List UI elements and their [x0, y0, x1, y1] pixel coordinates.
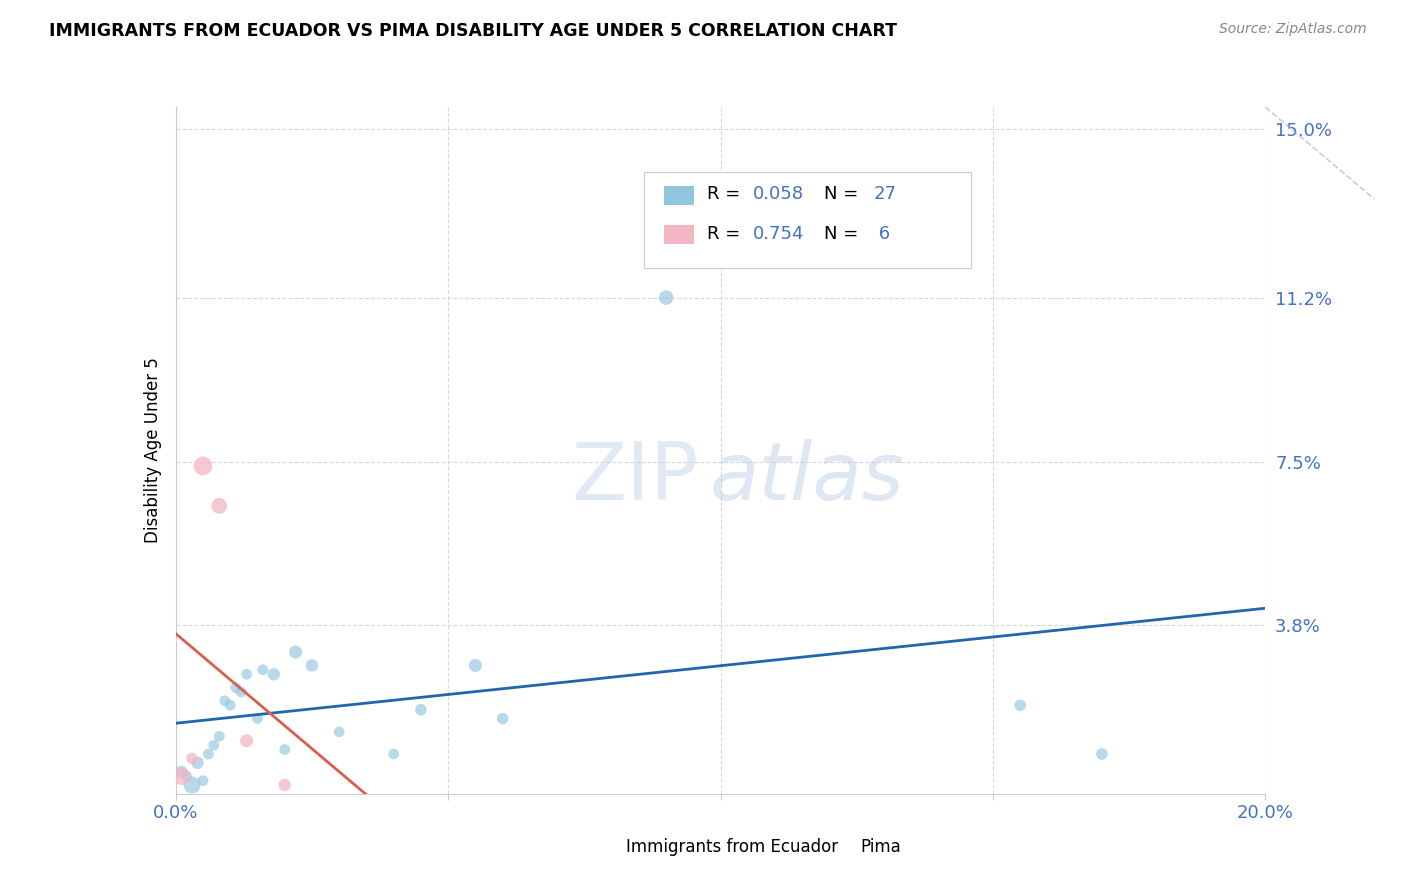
Point	[214, 694, 236, 708]
Point	[208, 729, 231, 743]
Text: 0.754: 0.754	[754, 225, 804, 244]
Point	[208, 499, 231, 513]
Point	[186, 756, 209, 770]
Point	[231, 685, 253, 699]
Point	[274, 742, 297, 756]
Point	[464, 658, 486, 673]
FancyBboxPatch shape	[664, 225, 695, 244]
Point	[170, 769, 193, 783]
FancyBboxPatch shape	[824, 838, 852, 858]
Point	[235, 733, 257, 747]
Point	[246, 712, 269, 726]
Text: R =: R =	[707, 186, 747, 203]
Text: N =: N =	[824, 225, 865, 244]
FancyBboxPatch shape	[664, 186, 695, 205]
Point	[181, 778, 204, 792]
Text: ZIP: ZIP	[571, 439, 699, 517]
Point	[252, 663, 274, 677]
Text: R =: R =	[707, 225, 747, 244]
Point	[197, 747, 219, 761]
Text: 0.058: 0.058	[754, 186, 804, 203]
Text: N =: N =	[824, 186, 865, 203]
Point	[1091, 747, 1114, 761]
Text: Source: ZipAtlas.com: Source: ZipAtlas.com	[1219, 22, 1367, 37]
Point	[382, 747, 405, 761]
Point	[225, 681, 247, 695]
Point	[1010, 698, 1032, 713]
Point	[235, 667, 257, 681]
FancyBboxPatch shape	[644, 172, 972, 268]
Text: 27: 27	[873, 186, 896, 203]
Point	[409, 703, 432, 717]
Point	[301, 658, 323, 673]
Point	[191, 458, 214, 473]
Text: IMMIGRANTS FROM ECUADOR VS PIMA DISABILITY AGE UNDER 5 CORRELATION CHART: IMMIGRANTS FROM ECUADOR VS PIMA DISABILI…	[49, 22, 897, 40]
Text: 6: 6	[873, 225, 890, 244]
Point	[219, 698, 242, 713]
Text: Pima: Pima	[860, 838, 901, 856]
Point	[492, 712, 515, 726]
Point	[191, 773, 214, 788]
Point	[170, 764, 193, 779]
Y-axis label: Disability Age Under 5: Disability Age Under 5	[143, 358, 162, 543]
Point	[176, 769, 198, 783]
Point	[202, 738, 225, 752]
Point	[263, 667, 285, 681]
Point	[328, 724, 350, 739]
Point	[284, 645, 307, 659]
Text: atlas: atlas	[710, 439, 904, 517]
FancyBboxPatch shape	[591, 838, 617, 858]
Text: Immigrants from Ecuador: Immigrants from Ecuador	[626, 838, 838, 856]
Point	[655, 291, 678, 305]
Point	[181, 751, 204, 765]
Point	[274, 778, 297, 792]
